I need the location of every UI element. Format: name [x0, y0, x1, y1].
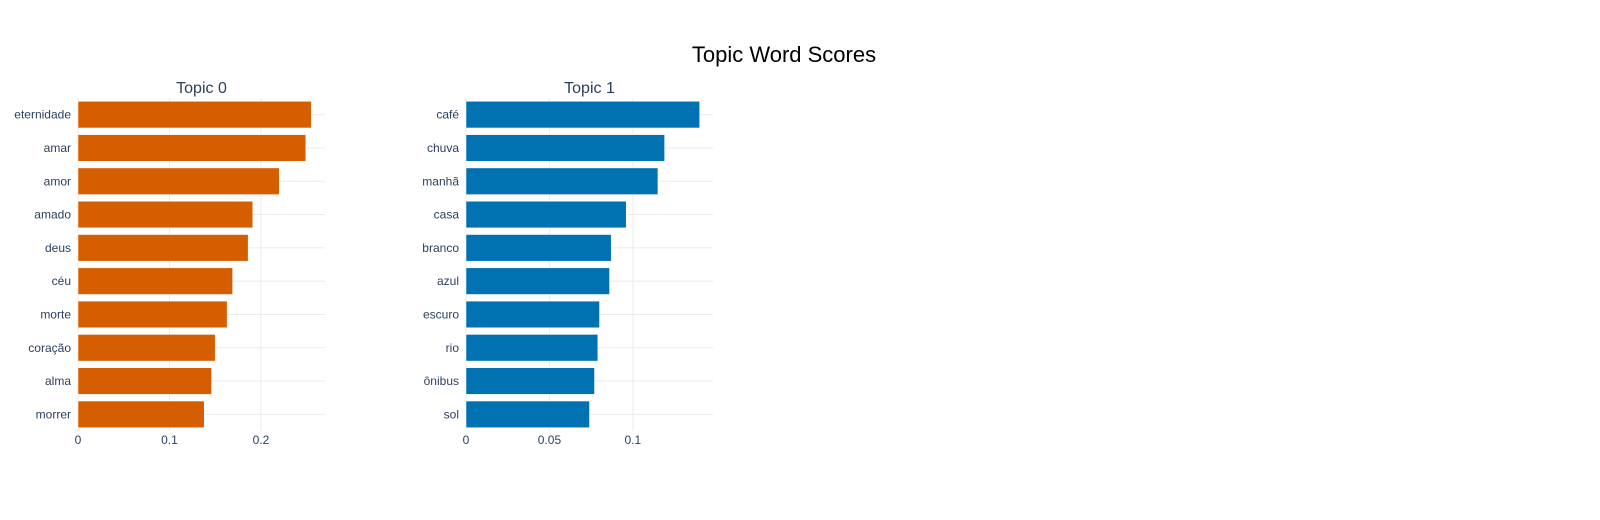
y-tick-label: casa [434, 208, 460, 222]
bar-coração [77, 334, 216, 362]
bar-café [465, 101, 700, 129]
y-tick-label: manhã [422, 174, 459, 188]
bar-sol [465, 400, 590, 428]
bar-amado [77, 200, 253, 229]
x-tick-label: 0.2 [253, 433, 270, 447]
y-tick-label: amado [34, 208, 71, 222]
x-tick-label: 0 [463, 433, 470, 447]
bar-escuro [465, 300, 600, 329]
y-tick-label: eternidade [14, 108, 71, 122]
y-tick-label: coração [28, 341, 71, 355]
y-tick-label: morte [40, 307, 71, 321]
bar-ônibus [465, 367, 595, 395]
bar-morrer [77, 400, 205, 428]
bar-deus [77, 234, 249, 262]
y-tick-label: sol [444, 407, 459, 421]
y-tick-label: ônibus [424, 374, 459, 388]
bar-amar [77, 134, 307, 162]
bar-casa [465, 200, 627, 229]
y-tick-label: amor [44, 174, 71, 188]
subplot-1: café chuva manhã casa branco azul escuro rio ôni… [422, 80, 713, 447]
x-tick-label: 0.05 [538, 433, 562, 447]
y-tick-label: branco [422, 241, 459, 255]
y-tick-label: alma [45, 374, 71, 388]
x-tick-label: 0.1 [161, 433, 178, 447]
y-tick-label: amar [44, 141, 71, 155]
bar-alma [77, 367, 212, 395]
chart-title: Topic Word Scores [691, 42, 877, 67]
x-tick-label: 0.1 [625, 433, 642, 447]
bar-chuva [465, 134, 665, 162]
bar-branco [465, 234, 612, 262]
bar-rio [465, 334, 599, 362]
y-tick-label: escuro [423, 307, 459, 321]
bar-céu [77, 267, 233, 295]
y-tick-label: chuva [427, 141, 459, 155]
y-tick-label: céu [52, 274, 71, 288]
bar-eternidade [77, 101, 312, 129]
x-tick-label: 0 [75, 433, 82, 447]
subplot-title: Topic 1 [564, 80, 615, 97]
y-tick-label: café [436, 108, 459, 122]
bar-amor [77, 167, 280, 195]
y-tick-label: morrer [36, 407, 71, 421]
subplot-title: Topic 0 [176, 80, 227, 97]
subplot-0: eternidade amar amor amado deus céu morte coraç… [14, 80, 325, 447]
y-tick-label: azul [437, 274, 459, 288]
bar-azul [465, 267, 610, 295]
bar-manhã [465, 167, 659, 195]
y-tick-label: rio [446, 341, 460, 355]
bar-morte [77, 300, 228, 329]
y-tick-label: deus [45, 241, 71, 255]
